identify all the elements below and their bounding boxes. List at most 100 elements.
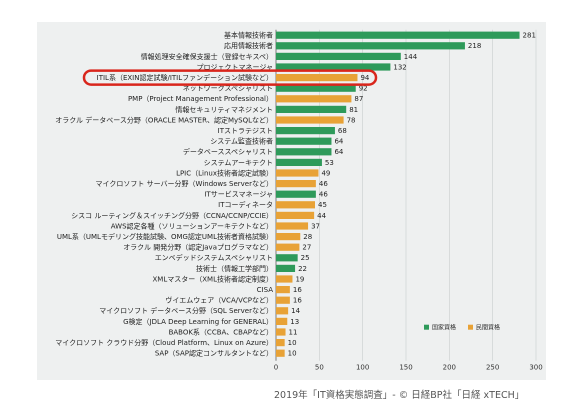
value-label: 46 (319, 191, 328, 199)
category-label: システムアーキテクト (204, 159, 273, 167)
category-label: PMP（Project Management Professional） (128, 95, 273, 103)
bar (276, 233, 301, 241)
value-label: 25 (301, 254, 310, 262)
value-label: 64 (334, 138, 343, 146)
bar (276, 63, 391, 71)
category-label: マイクロソフト クラウド分野（Cloud Platform、Linux on A… (55, 338, 273, 347)
bar (276, 243, 300, 251)
bar (276, 95, 352, 103)
x-tick-label: 250 (486, 364, 499, 372)
value-label: 49 (321, 169, 330, 177)
bar (276, 286, 290, 294)
bar (276, 211, 315, 219)
value-label: 27 (302, 244, 311, 252)
bar (276, 275, 293, 283)
bar (276, 317, 288, 325)
category-label: オラクル 開発分野（認定Javaプログラマなど） (123, 243, 273, 252)
category-label: ITストラテジスト (218, 127, 273, 135)
bar (276, 127, 335, 135)
category-label: 基本情報技術者 (224, 31, 273, 40)
category-label: マイクロソフト データベース分野（SQL Serverなど） (99, 306, 273, 315)
value-label: 81 (349, 106, 358, 114)
category-label: 技術士（情報工学部門） (196, 264, 273, 273)
value-label: 281 (523, 32, 536, 40)
bar (276, 349, 285, 357)
value-label: 94 (360, 74, 369, 82)
bar (276, 105, 347, 113)
bar (276, 264, 296, 272)
category-label: SAP（SAP認定コンサルタントなど） (155, 349, 273, 358)
value-label: 92 (359, 85, 368, 93)
bar (276, 158, 322, 166)
category-label: マイクロソフト サーバー分野（Windows Serverなど） (96, 179, 273, 188)
bar (276, 31, 520, 39)
value-label: 218 (468, 42, 481, 50)
category-label: ヴイエムウェア（VCA/VCPなど） (165, 296, 273, 305)
category-label: データベーススペシャリスト (183, 147, 273, 156)
value-label: 11 (289, 328, 298, 336)
value-label: 16 (293, 297, 302, 305)
value-label: 16 (293, 286, 302, 294)
value-label: 64 (334, 148, 343, 156)
source-credit: 2019年「IT資格実態調査」- © 日経BP社「日経 xTECH」 (274, 390, 525, 401)
bar (276, 328, 286, 336)
value-label: 13 (290, 318, 299, 326)
bar (276, 84, 356, 92)
bar (276, 307, 289, 315)
bar (276, 296, 290, 304)
value-label: 14 (291, 307, 300, 315)
category-label: 応用情報技術者 (224, 41, 273, 50)
x-tick-label: 50 (315, 364, 324, 372)
category-label: 情報セキュリティマネジメント (175, 105, 273, 114)
value-label: 53 (325, 159, 334, 167)
bar (276, 74, 358, 82)
x-tick-label: 0 (274, 364, 278, 372)
value-label: 44 (317, 212, 326, 220)
category-label: シスコ ルーティング＆スイッチング分野（CCNA/CCNP/CCIE） (71, 211, 273, 220)
bar (276, 169, 319, 177)
bar (276, 116, 344, 124)
legend-swatch (468, 324, 473, 330)
category-label: ITIL系（EXIN認定試験/ITILファンデーション試験など） (97, 73, 273, 82)
bar (276, 222, 309, 230)
x-tick-label: 100 (356, 364, 369, 372)
category-label: システム監査技術者 (210, 137, 273, 146)
bar (276, 42, 465, 50)
bar (276, 339, 285, 347)
category-label: CISA (257, 286, 274, 294)
category-label: G検定（JDLA Deep Learning for GENERAL） (123, 317, 273, 326)
value-label: 10 (288, 350, 297, 358)
value-label: 45 (318, 201, 327, 209)
bar (276, 190, 316, 198)
category-label: UML系（UMLモデリング技能試験、OMG認定UML技術者資格試験） (57, 232, 273, 241)
category-label: 情報処理安全確保支援士（登録セキスペ） (141, 52, 273, 61)
value-label: 28 (303, 233, 312, 241)
legend-label: 民間資格 (476, 324, 500, 332)
category-label: オラクル データベース分野（ORACLE MASTER、認定MySQLなど） (55, 115, 273, 124)
bar (276, 52, 401, 60)
x-tick-label: 150 (399, 364, 412, 372)
highlight-oval (82, 69, 378, 86)
value-label: 37 (311, 222, 320, 230)
value-label: 22 (298, 265, 307, 273)
legend-swatch (424, 324, 429, 330)
bar (276, 254, 298, 262)
category-label: LPIC（Linux技術者認定試験） (176, 168, 273, 177)
category-label: AWS認定各種（ソリューションアーキテクトなど） (111, 221, 273, 230)
value-label: 87 (354, 95, 363, 103)
chart-panel (37, 22, 546, 380)
value-label: 144 (404, 53, 418, 61)
x-tick-label: 300 (529, 364, 542, 372)
value-label: 46 (319, 180, 328, 188)
bar (276, 137, 332, 145)
bar (276, 201, 315, 209)
x-tick-label: 200 (443, 364, 456, 372)
category-label: XMLマスター（XML技術者認定制度） (153, 274, 273, 283)
category-label: ネットワークスペシャリスト (183, 85, 273, 93)
value-label: 78 (347, 116, 356, 124)
value-label: 68 (338, 127, 347, 135)
bar (276, 180, 316, 188)
value-label: 132 (393, 63, 406, 71)
